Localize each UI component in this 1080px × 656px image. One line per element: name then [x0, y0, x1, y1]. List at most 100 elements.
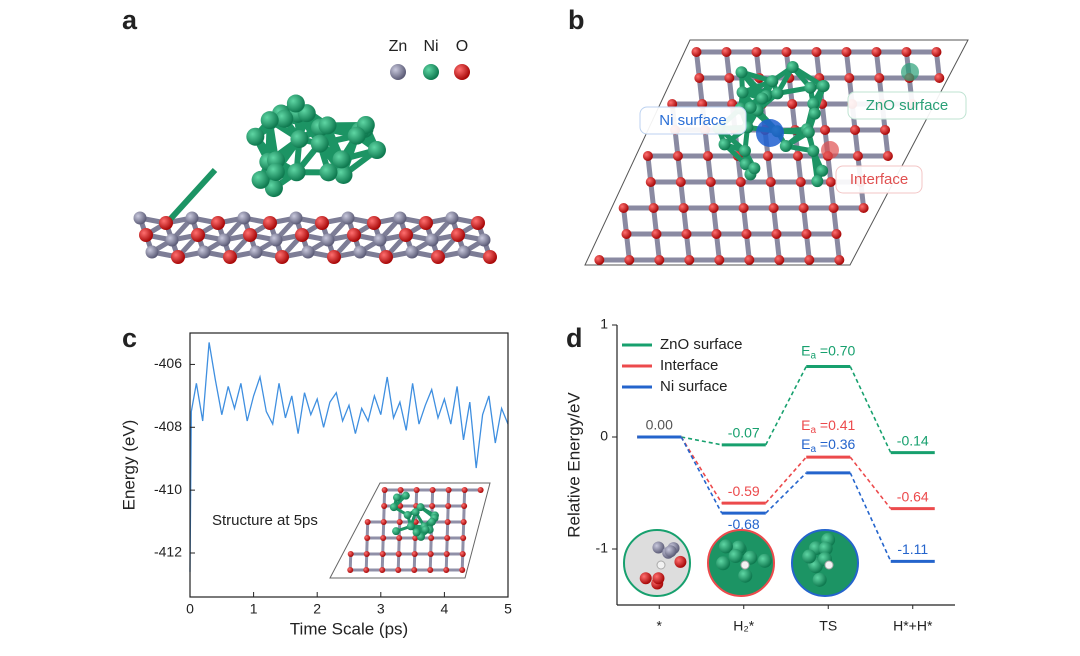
o-atom: [461, 487, 468, 493]
o-atom: [694, 73, 705, 83]
o-atom: [295, 228, 309, 242]
legend-label: ZnO surface: [660, 336, 743, 353]
cell-outline: [584, 39, 969, 266]
o-atom: [678, 203, 689, 213]
zn-atom: [373, 233, 387, 247]
o-atom: [428, 535, 435, 541]
o-atom: [901, 47, 912, 57]
ni-atom: [411, 508, 420, 517]
data-line: [189, 342, 509, 572]
o-atom: [648, 203, 659, 213]
o-atom: [379, 551, 386, 557]
o-atom: [419, 216, 433, 230]
callout-label: ZnO surface: [866, 97, 949, 114]
ni-atom: [389, 503, 398, 512]
barrier-label: Ea =0.70: [801, 342, 855, 361]
o-atom: [762, 151, 773, 161]
ni-atom: [275, 109, 294, 128]
o-atom: [412, 535, 419, 541]
y-tick-label: -1: [596, 540, 609, 556]
o-atom: [243, 228, 257, 242]
ni-atom: [779, 140, 792, 153]
o-atom: [159, 216, 173, 230]
x-tick-label: 3: [377, 601, 385, 617]
o-atom: [708, 203, 719, 213]
o-atom: [411, 567, 418, 573]
inset-structures: [623, 529, 859, 597]
o-atom: [363, 567, 370, 573]
o-atom: [431, 250, 445, 264]
h-atom: [656, 560, 666, 570]
ni-atom: [406, 522, 415, 531]
o-atom: [844, 73, 855, 83]
value-label: -0.68: [728, 516, 760, 532]
o-atom: [380, 519, 387, 525]
connector: [765, 472, 807, 514]
legend-label: Ni surface: [660, 378, 728, 395]
o-atom: [471, 216, 485, 230]
barrier-value: =0.41: [816, 417, 856, 433]
atom: [818, 541, 833, 556]
value-label: -0.59: [728, 483, 760, 499]
ni-atom: [817, 79, 830, 92]
y-tick-label: -412: [154, 544, 182, 560]
o-atom: [263, 216, 277, 230]
ni-atom: [786, 60, 799, 73]
o-atom: [459, 551, 466, 557]
ni-atom: [735, 66, 748, 79]
atom: [652, 572, 665, 585]
zn-atom: [405, 245, 419, 259]
y-tick-label: 0: [600, 428, 608, 444]
value-label: -1.11: [897, 541, 928, 557]
ni-atom: [392, 527, 401, 536]
o-atom: [367, 216, 381, 230]
inset-structure: [329, 482, 491, 579]
ni-atom: [802, 126, 815, 139]
o-atom: [381, 487, 388, 493]
zn-atom: [289, 211, 303, 225]
connector: [849, 366, 892, 454]
o-atom: [396, 519, 403, 525]
o-atom: [724, 73, 735, 83]
o-atom: [483, 250, 497, 264]
o-atom: [379, 567, 386, 573]
o-atom: [735, 177, 746, 187]
o-atom: [427, 567, 434, 573]
o-atom: [645, 177, 656, 187]
o-atom: [681, 229, 692, 239]
o-atom: [711, 229, 722, 239]
element-label: Ni: [423, 38, 438, 55]
zn-atom: [353, 245, 367, 259]
o-atom: [347, 567, 354, 573]
o-atom: [774, 255, 785, 265]
connector: [765, 456, 807, 504]
o-atom: [744, 255, 755, 265]
zn-atom: [425, 233, 439, 247]
connector: [765, 366, 807, 446]
ni-atom: [334, 165, 353, 184]
ni-atom: [738, 144, 751, 157]
ni-atom: [401, 491, 410, 500]
o-atom: [787, 99, 798, 109]
o-atom: [684, 255, 695, 265]
interface-site: [821, 141, 839, 159]
atom: [716, 556, 731, 571]
o-atom: [934, 73, 945, 83]
zn-atom: [249, 245, 263, 259]
ni-atom: [318, 116, 337, 135]
o-atom: [429, 487, 436, 493]
o-atom: [399, 228, 413, 242]
o-atom: [444, 519, 451, 525]
o-atom: [792, 151, 803, 161]
ni-atom: [287, 163, 306, 182]
o-atom: [795, 177, 806, 187]
barrier-subscript: a: [810, 425, 816, 436]
panel-label: d: [566, 323, 583, 353]
bond: [162, 167, 218, 228]
o-atom: [642, 151, 653, 161]
o-atom: [413, 487, 420, 493]
ni-atom: [367, 141, 386, 160]
o-atom: [429, 503, 436, 509]
x-tick-label: *: [657, 618, 663, 634]
connector: [849, 472, 892, 562]
